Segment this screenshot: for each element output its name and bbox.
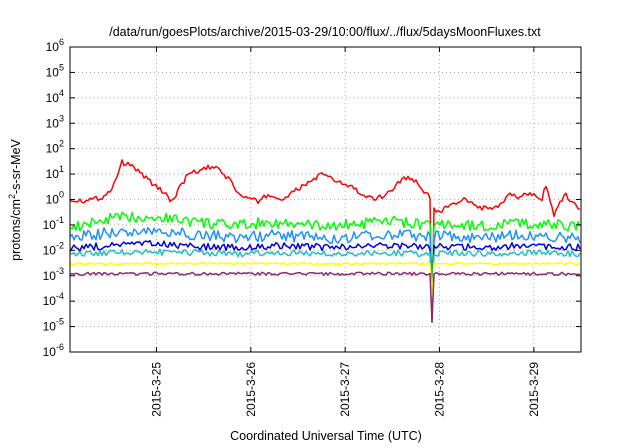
grid bbox=[70, 47, 581, 352]
y-tick-label: 10-1 bbox=[43, 215, 64, 232]
y-tick-label: 106 bbox=[46, 37, 64, 54]
series-line bbox=[69, 159, 581, 323]
series-line bbox=[69, 227, 581, 300]
y-axis-title: protons/cm2-s-sr-MeV bbox=[7, 138, 23, 260]
x-tick-label: 2015-3-26 bbox=[244, 362, 258, 417]
y-tick-label: 10-4 bbox=[43, 291, 64, 308]
series-line bbox=[69, 261, 581, 298]
chart-title: /data/run/goesPlots/archive/2015-03-29/1… bbox=[109, 25, 541, 39]
x-tick-label: 2015-3-28 bbox=[432, 362, 446, 417]
series-line bbox=[69, 271, 581, 323]
series-line bbox=[69, 211, 581, 295]
x-tick-label: 2015-3-29 bbox=[527, 362, 541, 417]
x-axis: 2015-3-25 2015-3-26 2015-3-27 2015-3-28 2015… bbox=[149, 47, 541, 417]
y-tick-label: 10-5 bbox=[43, 317, 64, 334]
y-tick-label: 10-6 bbox=[43, 342, 64, 359]
x-tick-label: 2015-3-27 bbox=[338, 362, 352, 417]
x-tick-label: 2015-3-25 bbox=[149, 362, 163, 417]
y-tick-label: 104 bbox=[46, 88, 64, 105]
y-axis: 10-6 10-5 10-4 10-3 10-2 10-1 100 101 102 103 104 1… bbox=[43, 37, 581, 359]
series-lines bbox=[69, 159, 581, 323]
y-tick-label: 105 bbox=[46, 62, 64, 79]
y-tick-label: 102 bbox=[46, 139, 64, 156]
y-tick-label: 10-3 bbox=[43, 266, 64, 283]
y-tick-label: 101 bbox=[46, 164, 64, 181]
y-tick-label: 103 bbox=[46, 113, 64, 130]
series-line bbox=[69, 239, 581, 302]
y-tick-label: 100 bbox=[46, 190, 64, 207]
y-tick-label: 10-2 bbox=[43, 240, 64, 257]
series-line bbox=[69, 248, 581, 305]
x-axis-title: Coordinated Universal Time (UTC) bbox=[230, 429, 422, 443]
